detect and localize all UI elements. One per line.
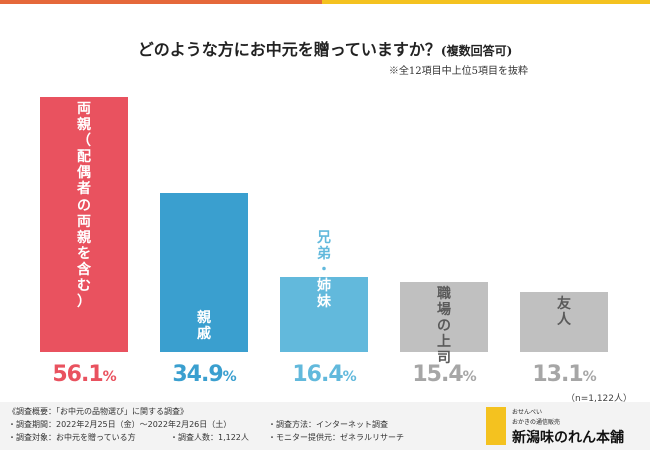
bar-label-char: （: [77, 133, 91, 150]
bar-label-char: 姉: [317, 278, 331, 295]
brand-name: 新潟味のれん本舗: [512, 430, 624, 446]
bar-label-char: 人: [557, 312, 571, 329]
bar-5: [520, 292, 608, 352]
bar-label-char: 含: [77, 261, 91, 278]
bar-value-2: 34.9%: [149, 362, 259, 387]
bar-value-1: 56.1%: [29, 362, 139, 387]
bar-label-char: を: [77, 245, 91, 262]
chart-title-main: どのような方にお中元を贈っていますか？: [137, 40, 441, 59]
bar-label-3: 兄弟・姉妹: [280, 230, 368, 310]
brand-mark-icon: [486, 407, 506, 445]
bar-label-4: 職場の上司: [400, 286, 488, 366]
bar-label-char: 親: [77, 117, 91, 134]
bar-label-char: む: [77, 278, 91, 295]
bar-value-unit: %: [102, 369, 117, 385]
bar-label-2: 親戚: [160, 310, 248, 342]
bar-value-unit: %: [342, 369, 357, 385]
bar-label-char: 兄: [317, 230, 331, 246]
bar-value-4: 15.4%: [389, 362, 499, 387]
bar-value-number: 16.4: [292, 362, 343, 387]
brand-tagline-1: おせんべい: [512, 409, 543, 416]
sample-size-label: （n=1,122人）: [565, 394, 632, 404]
bar-value-number: 34.9: [172, 362, 223, 387]
survey-target: ・調査対象：お中元を贈っている方: [8, 433, 136, 442]
chart-title-sub: (複数回答可): [440, 44, 513, 58]
bar-label-1: 両親（配偶者の両親を含む）: [40, 101, 128, 310]
bar-value-unit: %: [582, 369, 597, 385]
bar-label-char: 場: [437, 302, 451, 319]
survey-period: ・調査期間：2022年2月25日（金）〜2022年2月26日（土）: [8, 420, 232, 429]
bar-value-number: 13.1: [532, 362, 583, 387]
bar-label-char: 偶: [77, 165, 91, 182]
brand-tagline-2: おかきの通信販売: [512, 419, 561, 426]
bar-label-char: ・: [317, 262, 331, 279]
chart-note: ※全12項目中上位5項目を抜粋: [388, 66, 528, 77]
bar-chart: 両親（配偶者の両親を含む）親戚兄弟・姉妹職場の上司友人: [0, 80, 650, 400]
survey-provider: ・モニター提供元：ゼネラルリサーチ: [268, 433, 404, 442]
bar-2: [160, 193, 248, 352]
bar-value-3: 16.4%: [269, 362, 379, 387]
bar-label-char: 両: [77, 101, 91, 117]
survey-method: ・調査方法：インターネット調査: [268, 420, 388, 429]
bar-value-unit: %: [462, 369, 477, 385]
bar-label-char: 妹: [317, 294, 331, 311]
survey-overview: 《調査概要：「お中元の品物選び」に関する調査》: [8, 407, 188, 416]
bar-4: [400, 282, 488, 352]
bar-label-char: 配: [77, 149, 91, 166]
bar-label-5: 友人: [520, 296, 608, 328]
bar-value-unit: %: [222, 369, 237, 385]
bar-label-char: 上: [437, 334, 451, 351]
bar-label-char: 者: [77, 181, 91, 198]
bar-label-char: の: [77, 197, 91, 214]
survey-count: ・調査人数：1,122人: [170, 433, 249, 442]
bar-value-5: 13.1%: [509, 362, 619, 387]
chart-title: どのような方にお中元を贈っていますか？(複数回答可): [0, 36, 650, 60]
survey-footer: 《調査概要：「お中元の品物選び」に関する調査》 ・調査期間：2022年2月25日…: [0, 402, 650, 450]
bar-label-char: 友: [557, 296, 571, 312]
brand-logo: おせんべい おかきの通信販売 新潟味のれん本舗: [486, 405, 636, 447]
bar-label-char: 両: [77, 213, 91, 230]
top-accent-orange: [0, 0, 322, 4]
bar-label-char: ）: [77, 294, 91, 311]
top-accent-bar: [0, 0, 650, 4]
bar-label-char: 弟: [317, 246, 331, 263]
bar-value-number: 15.4: [412, 362, 463, 387]
bar-3: [280, 277, 368, 352]
bar-value-number: 56.1: [52, 362, 103, 387]
bar-label-char: 親: [197, 310, 211, 326]
bar-1: [40, 97, 128, 352]
top-accent-yellow: [322, 0, 650, 4]
bar-label-char: 司: [437, 350, 451, 367]
bar-label-char: の: [437, 318, 451, 335]
bar-label-char: 親: [77, 229, 91, 246]
bar-label-char: 戚: [197, 326, 211, 343]
bar-label-char: 職: [437, 286, 451, 302]
